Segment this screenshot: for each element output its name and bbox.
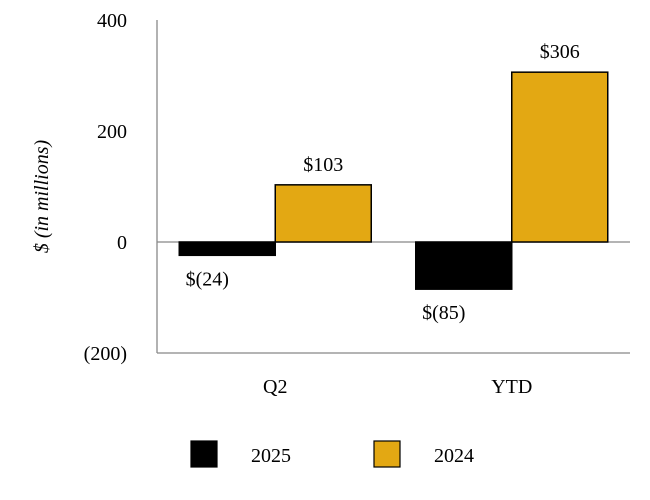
bar-2025-ytd [415,241,513,290]
bar-2024-ytd [511,71,609,243]
category-label: Q2 [263,376,287,398]
bar-2025-q2 [178,241,276,257]
data-labels: $(24) $103 $(85) $306 [186,41,580,324]
legend-swatch-2025 [190,440,218,468]
legend-label: 2025 [251,445,291,467]
y-tick-label: 400 [97,10,127,32]
legend-swatch-2024 [373,440,401,468]
bar-2024-q2 [274,184,372,243]
data-label: $103 [303,154,343,176]
y-axis-title: $ (in millions) [31,140,53,254]
y-tick-label: 0 [117,232,127,254]
legend: 2025 2024 [190,440,474,468]
bars [178,71,609,290]
y-tick-label: (200) [84,343,127,365]
legend-label: 2024 [434,445,474,467]
category-label: YTD [491,376,532,398]
category-labels: Q2 YTD [263,376,532,398]
y-tick-label: 200 [97,121,127,143]
y-tick-labels: 400 200 0 (200) [84,10,127,365]
data-label: $(85) [422,302,465,324]
data-label: $306 [540,41,580,63]
data-label: $(24) [186,268,229,290]
